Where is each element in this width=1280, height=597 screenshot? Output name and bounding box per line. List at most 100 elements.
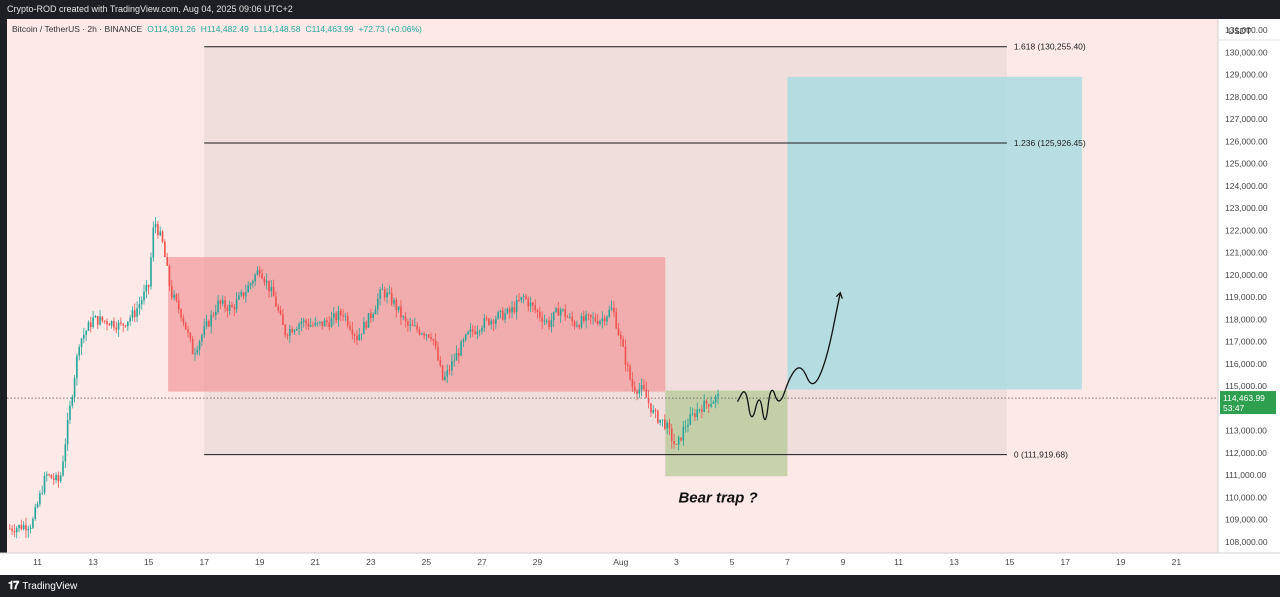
candle-body bbox=[15, 528, 18, 533]
candle-body bbox=[397, 306, 400, 311]
candle-body bbox=[564, 309, 567, 317]
candle-body bbox=[182, 317, 185, 323]
bear-trap-zone-box[interactable] bbox=[665, 390, 788, 477]
candle-body bbox=[293, 330, 296, 333]
candle-body bbox=[41, 492, 43, 494]
candle-body bbox=[712, 401, 715, 404]
candle-body bbox=[603, 318, 606, 322]
candle-body bbox=[638, 389, 641, 394]
time-axis[interactable] bbox=[0, 553, 1280, 575]
candle-body bbox=[400, 306, 402, 318]
candle-body bbox=[238, 295, 240, 300]
candle-body bbox=[545, 320, 548, 322]
candle-body bbox=[189, 332, 192, 339]
candle-body bbox=[379, 289, 381, 299]
time-tick-label: 7 bbox=[785, 557, 790, 567]
price-tick-label: 127,000.00 bbox=[1225, 114, 1268, 124]
candle-body bbox=[525, 296, 527, 299]
low-value: L114,148.58 bbox=[254, 24, 301, 34]
candle-body bbox=[226, 307, 229, 311]
candle-body bbox=[342, 315, 344, 317]
candle-body bbox=[117, 322, 120, 330]
candle-body bbox=[284, 324, 287, 336]
projection-path[interactable] bbox=[736, 292, 841, 421]
candle-body bbox=[358, 334, 361, 341]
candle-body bbox=[571, 316, 574, 322]
candle-body bbox=[601, 318, 604, 322]
candle-body bbox=[414, 325, 416, 327]
price-tick-label: 117,000.00 bbox=[1225, 337, 1267, 347]
candle-body bbox=[66, 419, 69, 445]
candle-body bbox=[344, 315, 347, 317]
candle-body bbox=[464, 334, 467, 340]
candle-body bbox=[330, 317, 333, 327]
candle-body bbox=[286, 335, 289, 337]
candle-body bbox=[29, 527, 32, 530]
candle-body bbox=[20, 524, 23, 530]
candle-body bbox=[191, 338, 194, 355]
candle-body bbox=[536, 310, 539, 312]
candle-body bbox=[592, 317, 594, 319]
candle-body bbox=[668, 422, 671, 429]
candle-body bbox=[173, 294, 175, 298]
consolidation-range-box[interactable] bbox=[168, 257, 666, 392]
candle-body bbox=[527, 298, 530, 307]
candle-body bbox=[622, 338, 624, 347]
candle-body bbox=[127, 321, 129, 327]
candle-body bbox=[240, 292, 243, 296]
candle-body bbox=[194, 353, 196, 355]
candle-body bbox=[170, 285, 173, 298]
price-axis[interactable] bbox=[1218, 19, 1280, 553]
candle-body bbox=[657, 411, 659, 423]
candle-body bbox=[323, 320, 326, 327]
candle-body bbox=[631, 379, 634, 388]
candle-body bbox=[129, 317, 131, 322]
candle-body bbox=[423, 333, 425, 336]
candle-body bbox=[353, 334, 356, 336]
candle-body bbox=[154, 223, 157, 228]
candle-body bbox=[210, 314, 212, 327]
candle-body bbox=[367, 313, 370, 328]
tradingview-brand[interactable]: 𝟏𝟕 TradingView bbox=[8, 580, 77, 593]
candle-body bbox=[596, 321, 599, 324]
candle-body bbox=[36, 503, 39, 508]
target-zone-box[interactable] bbox=[787, 76, 1082, 390]
candle-body bbox=[214, 312, 217, 316]
candle-body bbox=[265, 280, 268, 283]
candle-body bbox=[448, 370, 451, 371]
candle-body bbox=[710, 403, 712, 407]
candle-body bbox=[372, 314, 374, 318]
price-tick-label: 119,000.00 bbox=[1225, 292, 1267, 302]
candle-body bbox=[337, 311, 340, 321]
candle-body bbox=[177, 300, 180, 310]
candle-body bbox=[467, 331, 469, 335]
candle-body bbox=[316, 322, 319, 324]
candle-body bbox=[677, 437, 680, 445]
candle-body bbox=[599, 321, 601, 324]
candle-body bbox=[328, 322, 331, 327]
price-tick-label: 130,000.00 bbox=[1225, 47, 1268, 57]
candle-body bbox=[691, 413, 694, 415]
candle-body bbox=[418, 329, 421, 334]
candle-body bbox=[411, 324, 414, 326]
candle-body bbox=[643, 385, 645, 390]
last-price-label: 114,463.99 bbox=[1223, 393, 1265, 403]
candle-body bbox=[390, 292, 393, 304]
candle-body bbox=[670, 428, 673, 441]
candle-body bbox=[254, 274, 256, 282]
price-tick-label: 118,000.00 bbox=[1225, 314, 1267, 324]
candle-body bbox=[43, 475, 46, 493]
candle-body bbox=[115, 327, 118, 330]
candle-body bbox=[8, 528, 11, 530]
fib-level-label: 1.618 (130,255.40) bbox=[1014, 42, 1086, 52]
candle-body bbox=[279, 310, 282, 315]
candle-body bbox=[360, 333, 363, 335]
price-chart[interactable]: 1.618 (130,255.40) 1.236 (125,926.45) 0 (1… bbox=[0, 0, 1280, 575]
candle-body bbox=[78, 347, 81, 356]
candle-body bbox=[703, 400, 705, 412]
candle-body bbox=[504, 313, 506, 320]
candle-body bbox=[661, 419, 664, 421]
creator-line: Crypto-ROD created with TradingView.com,… bbox=[7, 4, 293, 14]
candle-body bbox=[233, 307, 236, 310]
candle-body bbox=[113, 320, 115, 328]
